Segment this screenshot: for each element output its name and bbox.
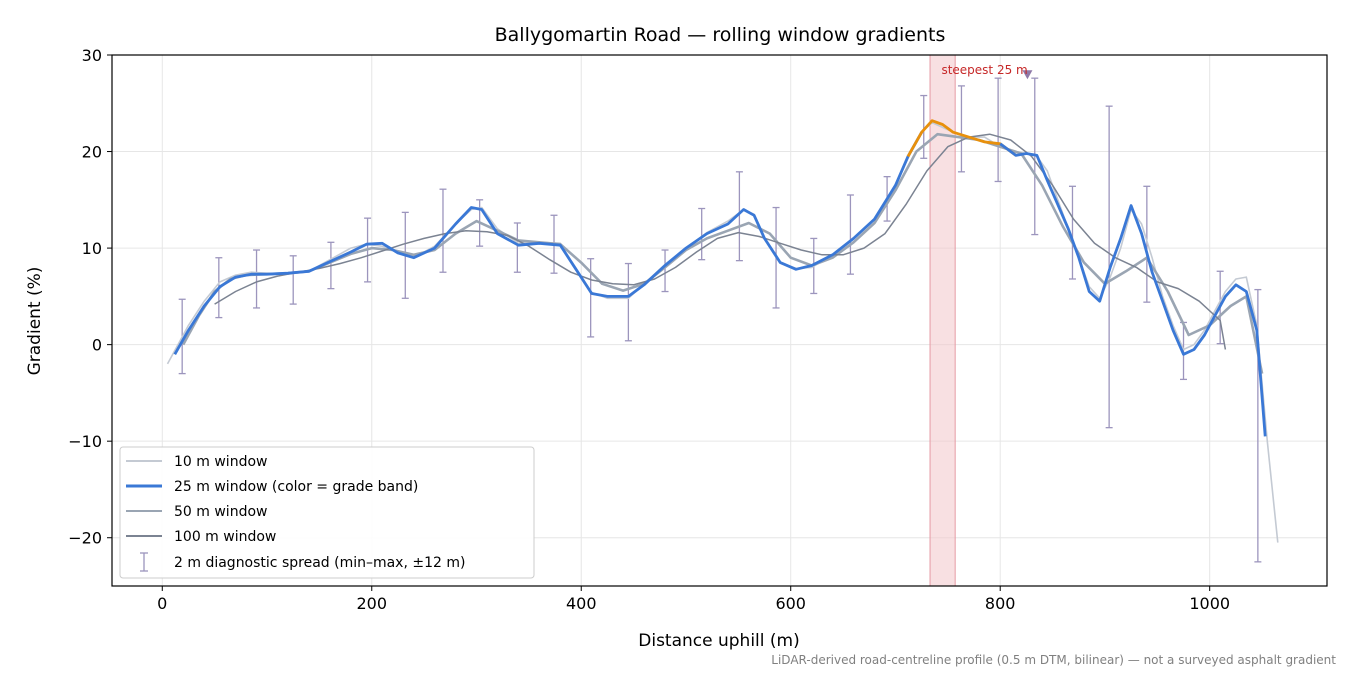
errorbar bbox=[624, 262, 632, 342]
steepest-band bbox=[929, 54, 956, 587]
y-tick-label: 10 bbox=[82, 239, 102, 258]
legend-label-10m: 10 m window bbox=[174, 454, 267, 470]
steepest-marker bbox=[1022, 70, 1033, 80]
errorbar bbox=[994, 77, 1002, 183]
errorbar bbox=[661, 249, 669, 293]
x-tick-label: 600 bbox=[775, 594, 806, 613]
chart-title: Ballygomartin Road — rolling window grad… bbox=[495, 24, 946, 46]
errorbar bbox=[289, 255, 297, 305]
errorbar bbox=[698, 207, 706, 261]
x-tick-label: 0 bbox=[157, 594, 167, 613]
steepest-25m-highlight bbox=[929, 54, 956, 587]
errorbar bbox=[253, 249, 261, 309]
legend-label-50m: 50 m window bbox=[174, 504, 267, 520]
series-25m-line bbox=[999, 142, 1267, 437]
y-tick-label: 30 bbox=[82, 46, 102, 65]
errorbar bbox=[920, 94, 928, 159]
legend-label-25m: 25 m window (color = grade band) bbox=[174, 479, 418, 495]
x-tick-label: 1000 bbox=[1189, 594, 1230, 613]
x-axis-ticks: 0 200 400 600 800 1000 bbox=[157, 586, 1230, 613]
errorbar bbox=[439, 188, 447, 273]
legend-swatch-errorbar bbox=[140, 552, 148, 572]
x-tick-label: 200 bbox=[356, 594, 387, 613]
x-tick-label: 800 bbox=[985, 594, 1016, 613]
x-tick-label: 400 bbox=[566, 594, 597, 613]
legend: 10 m window 25 m window (color = grade b… bbox=[119, 446, 535, 579]
gradient-series-lines bbox=[166, 119, 1279, 543]
legend-box bbox=[119, 446, 535, 579]
steepest-label: steepest 25 m bbox=[941, 63, 1027, 77]
y-tick-label: −10 bbox=[68, 432, 102, 451]
y-tick-label: −20 bbox=[68, 529, 102, 548]
errorbar bbox=[1068, 185, 1076, 280]
legend-label-errorbar: 2 m diagnostic spread (min–max, ±12 m) bbox=[174, 555, 465, 571]
plot-frame bbox=[111, 54, 1328, 587]
x-axis-title: Distance uphill (m) bbox=[638, 631, 799, 651]
errorbar bbox=[1143, 185, 1151, 303]
steepest-annotation: steepest 25 m bbox=[941, 63, 1033, 80]
y-tick-label: 0 bbox=[92, 336, 102, 355]
errorbar bbox=[957, 85, 965, 173]
series-100m-line bbox=[214, 133, 1227, 350]
series-10m-line bbox=[166, 121, 1279, 543]
series-50m-line bbox=[182, 132, 1264, 374]
footnote: LiDAR-derived road-centreline profile (0… bbox=[771, 653, 1336, 667]
series-25m-line bbox=[173, 131, 923, 355]
series-25m-line bbox=[906, 119, 1017, 158]
y-axis-title: Gradient (%) bbox=[25, 267, 45, 376]
y-axis-ticks: −20 −10 0 10 20 30 bbox=[68, 46, 112, 548]
errorbar bbox=[846, 194, 854, 275]
errorbar bbox=[513, 222, 521, 273]
legend-label-100m: 100 m window bbox=[174, 529, 276, 545]
errorbar bbox=[735, 171, 743, 262]
y-tick-label: 20 bbox=[82, 143, 102, 162]
